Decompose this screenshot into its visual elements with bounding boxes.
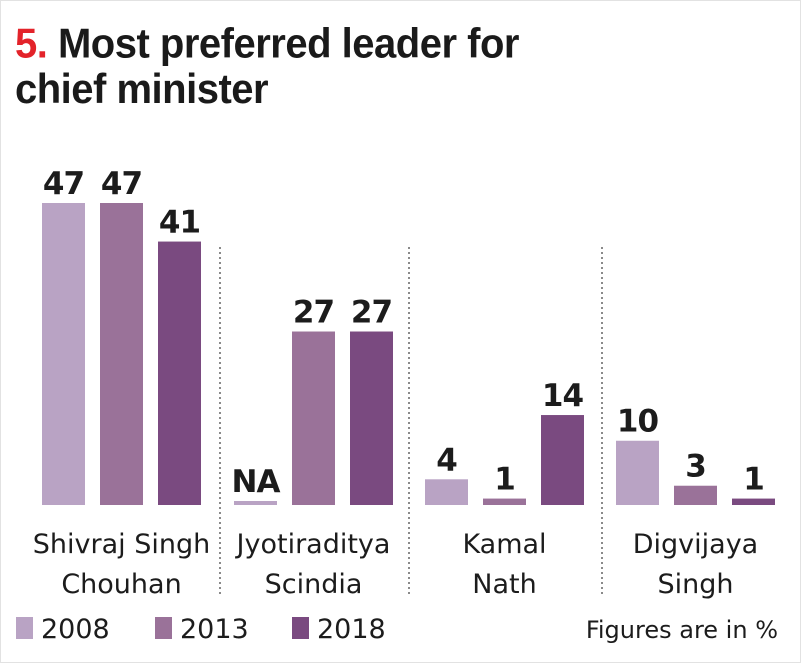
category-label: Jyotiraditya	[235, 529, 391, 560]
category-label: Shivraj Singh	[33, 529, 210, 560]
units-note: Figures are in %	[586, 616, 778, 644]
category-label: Nath	[472, 569, 536, 600]
bar-2018-3	[732, 498, 775, 505]
bar-2008-0	[42, 203, 85, 505]
bar-2008-3	[616, 440, 659, 505]
bar-2008-2	[425, 479, 468, 505]
category-labels: Shivraj Singh Chouhan Jyotiraditya Scindia K…	[33, 529, 758, 600]
value-label: 47	[43, 166, 84, 202]
chart-title-number: 5.	[15, 20, 48, 68]
value-label: 1	[743, 462, 764, 498]
value-label: 10	[617, 404, 659, 440]
bar-2013-1	[292, 331, 335, 505]
value-label: 3	[685, 449, 706, 485]
bar-2018-2	[541, 415, 584, 505]
legend-swatch-2018	[292, 617, 309, 639]
bar-2013-2	[483, 498, 526, 505]
category-label: Chouhan	[61, 569, 181, 600]
category-label: Singh	[657, 569, 733, 600]
value-label: 47	[101, 166, 142, 202]
bar-2008-1	[234, 501, 277, 505]
value-label: 41	[159, 205, 200, 241]
bar-2013-0	[100, 203, 143, 505]
bar-2018-0	[158, 241, 201, 505]
bar-2013-3	[674, 485, 717, 505]
value-label: NA	[232, 464, 281, 500]
bars	[42, 203, 775, 505]
legend-swatch-2013	[155, 617, 172, 639]
legend-label: 2008	[41, 614, 110, 645]
chart-title: 5. Most preferred leader for chief minist…	[15, 20, 519, 113]
category-label: Scindia	[265, 569, 363, 600]
chart-title-line-2: chief minister	[15, 66, 269, 113]
legend-label: 2013	[180, 614, 249, 645]
value-label: 27	[293, 295, 334, 331]
group-dividers	[219, 247, 603, 596]
chart-title-line-1: Most preferred leader for	[57, 20, 519, 68]
legend: 2008 2013 2018	[16, 614, 386, 645]
legend-label: 2018	[317, 614, 386, 645]
value-label: 1	[494, 462, 515, 498]
value-label: 27	[351, 295, 392, 331]
legend-swatch-2008	[16, 617, 33, 639]
bar-2018-1	[350, 331, 393, 505]
category-label: Digvijaya	[633, 529, 758, 560]
value-label: 4	[436, 442, 457, 478]
category-label: Kamal	[462, 529, 546, 560]
value-label: 14	[542, 378, 584, 414]
